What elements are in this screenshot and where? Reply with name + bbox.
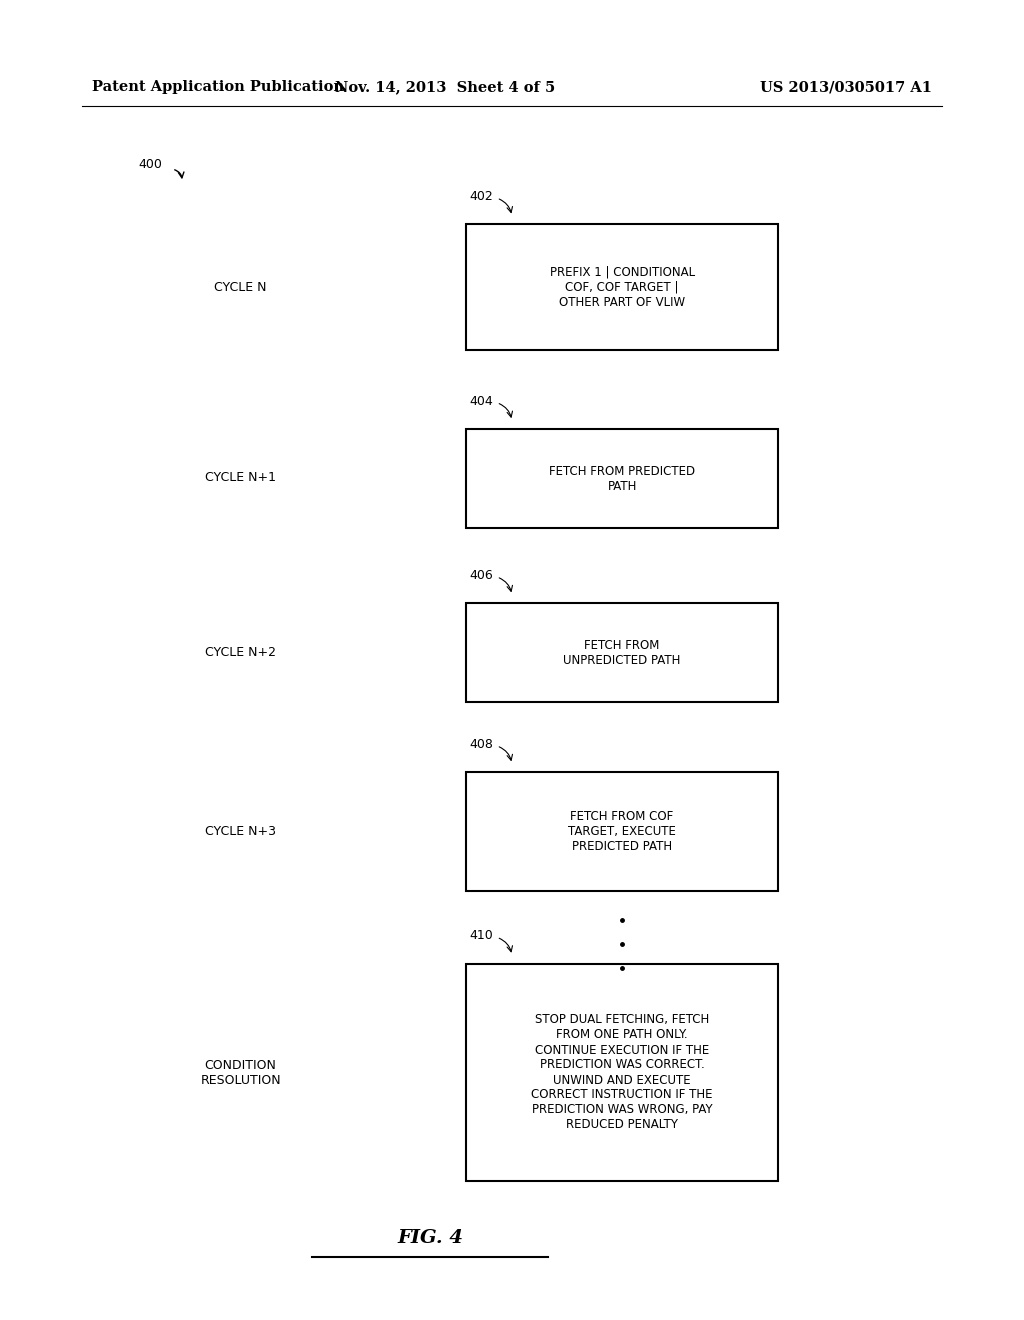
Text: 400: 400 [138, 158, 162, 172]
Text: CONDITION
RESOLUTION: CONDITION RESOLUTION [201, 1059, 281, 1088]
Text: STOP DUAL FETCHING, FETCH
FROM ONE PATH ONLY.
CONTINUE EXECUTION IF THE
PREDICTI: STOP DUAL FETCHING, FETCH FROM ONE PATH … [531, 1014, 713, 1131]
Text: FIG. 4: FIG. 4 [397, 1229, 463, 1247]
Text: US 2013/0305017 A1: US 2013/0305017 A1 [760, 81, 932, 94]
Text: CYCLE N+2: CYCLE N+2 [205, 645, 276, 659]
Text: 410: 410 [469, 929, 493, 942]
Bar [466, 429, 778, 528]
Text: 404: 404 [469, 395, 493, 408]
Bar [466, 772, 778, 891]
Text: FETCH FROM COF
TARGET, EXECUTE
PREDICTED PATH: FETCH FROM COF TARGET, EXECUTE PREDICTED… [568, 810, 676, 853]
Text: 402: 402 [469, 190, 493, 203]
Text: 406: 406 [469, 569, 493, 582]
Bar [466, 964, 778, 1181]
Text: 408: 408 [469, 738, 493, 751]
Bar [466, 603, 778, 702]
Text: FETCH FROM
UNPREDICTED PATH: FETCH FROM UNPREDICTED PATH [563, 639, 681, 667]
Text: Patent Application Publication: Patent Application Publication [92, 81, 344, 94]
Text: CYCLE N: CYCLE N [214, 281, 267, 294]
Text: Nov. 14, 2013  Sheet 4 of 5: Nov. 14, 2013 Sheet 4 of 5 [335, 81, 556, 94]
Text: CYCLE N+3: CYCLE N+3 [205, 825, 276, 838]
Text: FETCH FROM PREDICTED
PATH: FETCH FROM PREDICTED PATH [549, 465, 695, 492]
Text: PREFIX 1 | CONDITIONAL
COF, COF TARGET |
OTHER PART OF VLIW: PREFIX 1 | CONDITIONAL COF, COF TARGET |… [550, 265, 694, 309]
Text: CYCLE N+1: CYCLE N+1 [205, 471, 276, 484]
Bar [466, 224, 778, 350]
